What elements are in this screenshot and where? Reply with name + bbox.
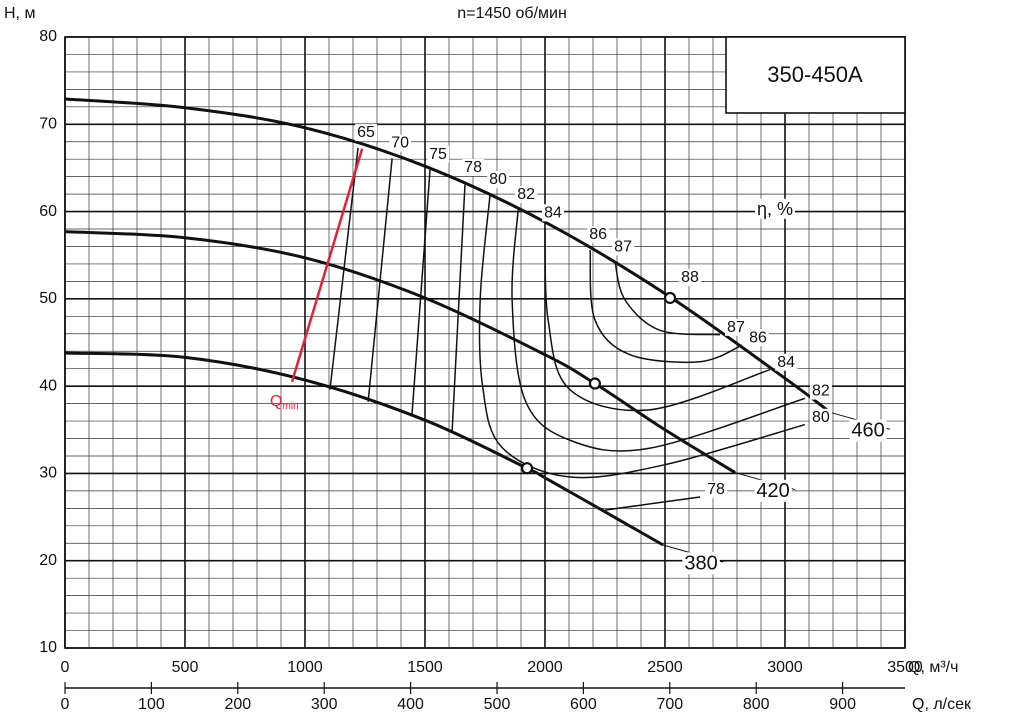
efficiency-contour — [411, 169, 431, 415]
curve-label: 75 — [429, 146, 447, 163]
label-background — [515, 186, 538, 204]
x2-tick-label: 400 — [397, 696, 424, 713]
curve-label: 84 — [777, 354, 795, 371]
x-tick-label: 3500 — [887, 659, 923, 676]
curve-label: 82 — [812, 383, 830, 400]
x-tick-label: 1500 — [407, 659, 443, 676]
x-tick-label: 0 — [61, 659, 70, 676]
bep-marker — [520, 462, 534, 475]
x2-tick-label: 500 — [484, 696, 511, 713]
hq-curve — [64, 230, 736, 474]
x2-tick-label: 700 — [656, 696, 683, 713]
x2-tick-label: 100 — [138, 696, 165, 713]
x2-tick-label: 200 — [224, 696, 251, 713]
hq-curve — [64, 97, 832, 414]
label-background — [849, 419, 887, 442]
curve-label: 86 — [749, 329, 767, 346]
y-tick-label: 30 — [39, 465, 57, 482]
x2-tick-label: 900 — [829, 696, 856, 713]
curve-label: 380 — [684, 552, 717, 574]
chart-title: n=1450 об/мин — [457, 5, 567, 22]
curve-label: 80 — [489, 171, 507, 188]
y-tick-label: 70 — [39, 116, 57, 133]
qmin-label-sub: min — [282, 400, 298, 411]
y-tick-label: 60 — [39, 203, 57, 220]
label-background — [612, 238, 635, 256]
curve-label: η, % — [757, 199, 793, 219]
bep-marker — [588, 377, 602, 390]
efficiency-contour — [614, 262, 721, 336]
x-tick-label: 2500 — [647, 659, 683, 676]
label-background — [587, 226, 610, 244]
label-background — [725, 318, 747, 336]
curve-label: 86 — [589, 226, 607, 243]
label-background — [679, 269, 702, 287]
qmin-label-main: Q — [270, 393, 282, 410]
curve-label: 70 — [391, 135, 409, 152]
x2-axis-label: Q, л/сек — [912, 696, 972, 713]
x-tick-label: 500 — [172, 659, 199, 676]
label-background — [705, 481, 728, 499]
efficiency-contour — [544, 228, 771, 412]
hq-curve — [64, 351, 664, 547]
model-box — [725, 36, 906, 114]
y-tick-label: 40 — [39, 377, 57, 394]
curve-label: 88 — [681, 269, 699, 286]
label-background — [462, 158, 485, 177]
y-tick-label: 80 — [39, 28, 57, 45]
curve-label: 78 — [464, 159, 482, 176]
y-tick-label: 20 — [39, 552, 57, 569]
x-tick-label: 2000 — [527, 659, 563, 676]
curve-label: 65 — [357, 124, 375, 141]
curve-label: 82 — [517, 186, 535, 203]
label-background — [487, 171, 510, 189]
label-background — [682, 552, 720, 575]
x2-tick-label: 600 — [570, 696, 597, 713]
efficiency-contour — [451, 182, 701, 511]
curve-label: 420 — [756, 480, 789, 502]
curve-label: 87 — [727, 319, 745, 336]
label-background — [775, 353, 798, 371]
label-background — [754, 479, 792, 502]
label-background — [427, 145, 450, 163]
label-background — [355, 124, 378, 142]
efficiency-contour — [589, 249, 743, 364]
label-background — [810, 382, 832, 400]
y-axis-label: H, м — [4, 5, 35, 22]
label-background — [754, 198, 796, 219]
label-background — [747, 329, 770, 347]
x-tick-label: 1000 — [287, 659, 323, 676]
qmin-label: Qmin — [270, 393, 299, 411]
curve-label: 80 — [812, 409, 830, 426]
curve-label: 87 — [614, 238, 632, 255]
bep-marker — [663, 291, 677, 305]
label-background — [810, 408, 832, 426]
curve-label: 84 — [544, 204, 562, 221]
curve-label: 460 — [851, 420, 884, 442]
qmin-line — [290, 148, 364, 383]
plot-frame — [64, 36, 906, 649]
label-background — [542, 204, 564, 222]
x2-tick-label: 300 — [311, 696, 338, 713]
label-background — [389, 134, 412, 152]
y-tick-label: 50 — [39, 290, 57, 307]
curve-label: 78 — [707, 481, 725, 498]
efficiency-contour — [478, 194, 806, 479]
y-tick-label: 10 — [39, 639, 57, 656]
x2-tick-label: 0 — [61, 696, 70, 713]
x2-tick-label: 800 — [743, 696, 770, 713]
efficiency-contour — [511, 209, 806, 452]
model-label: 350-450A — [767, 62, 863, 87]
x-tick-label: 3000 — [767, 659, 803, 676]
x-axis-label: Q, м³/ч — [908, 659, 958, 676]
